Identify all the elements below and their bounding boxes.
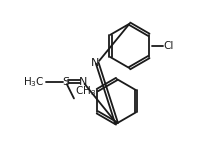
Text: H$_3$C: H$_3$C xyxy=(23,75,45,89)
Text: Cl: Cl xyxy=(163,41,174,51)
Text: S: S xyxy=(62,77,69,87)
Text: N: N xyxy=(91,58,100,68)
Text: CH$_3$: CH$_3$ xyxy=(75,85,96,98)
Text: N: N xyxy=(79,77,87,87)
